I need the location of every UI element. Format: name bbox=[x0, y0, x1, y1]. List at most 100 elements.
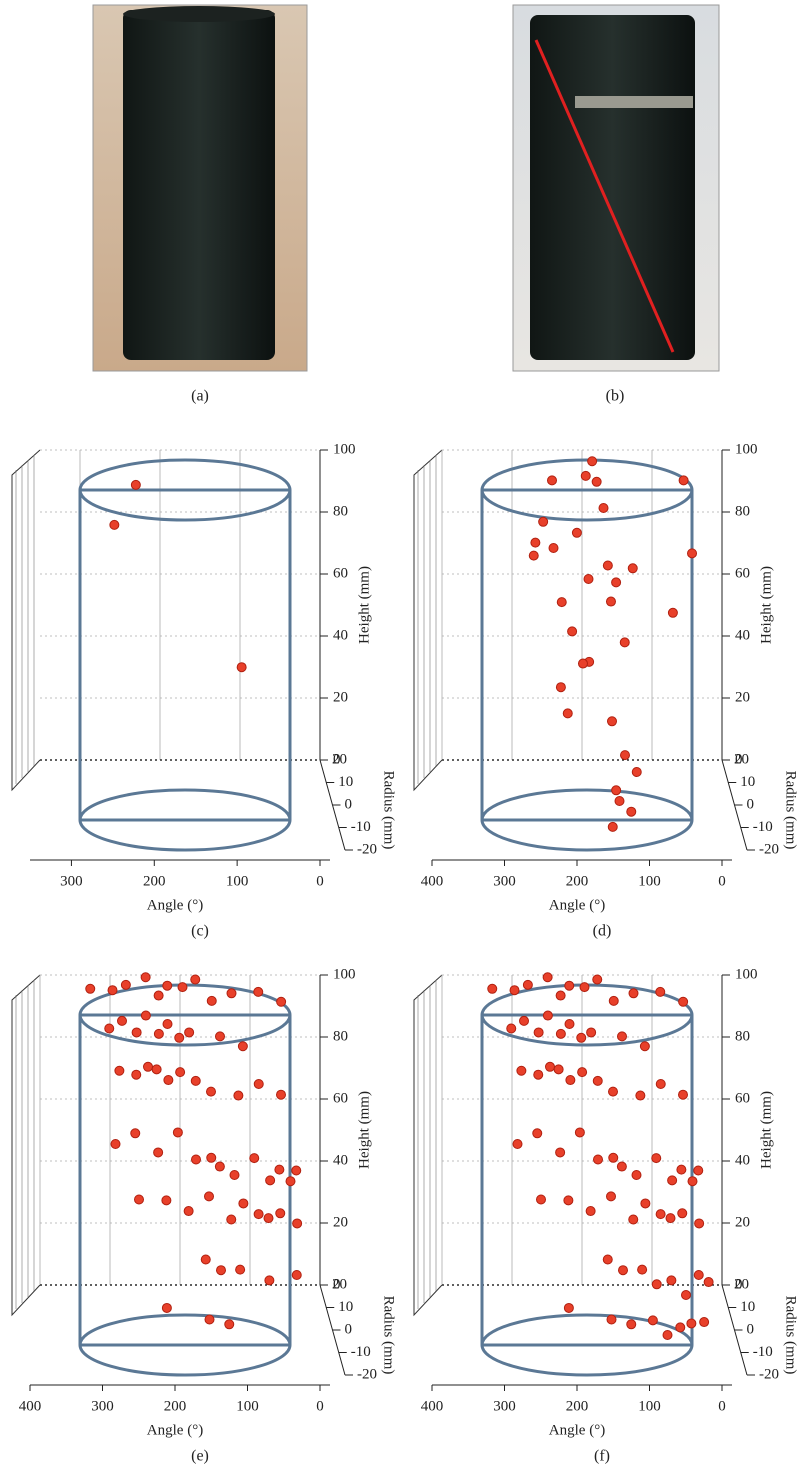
point bbox=[130, 479, 141, 490]
point bbox=[562, 708, 573, 719]
point bbox=[120, 979, 131, 990]
x-tick-label: 100 bbox=[638, 873, 661, 889]
point bbox=[206, 995, 217, 1006]
side-wall bbox=[413, 449, 443, 792]
point bbox=[574, 1127, 585, 1138]
y-tick-label: 0 bbox=[345, 796, 353, 812]
point bbox=[204, 1314, 215, 1325]
point bbox=[592, 974, 603, 985]
point bbox=[587, 456, 598, 467]
z-tick-label: 0 bbox=[333, 1276, 341, 1292]
point bbox=[620, 750, 630, 761]
y-tick-label: -10 bbox=[753, 1344, 773, 1360]
point bbox=[675, 1322, 686, 1333]
point bbox=[191, 1154, 201, 1165]
side-wall bbox=[11, 974, 41, 1317]
y-tick-label: 0 bbox=[747, 796, 755, 812]
point bbox=[611, 785, 622, 796]
y-tick-label: 10 bbox=[740, 774, 755, 790]
point bbox=[662, 1330, 673, 1340]
point bbox=[224, 1319, 235, 1330]
point bbox=[567, 626, 578, 637]
point bbox=[565, 1075, 576, 1086]
point bbox=[548, 543, 559, 553]
point bbox=[275, 1208, 286, 1219]
point bbox=[163, 1075, 174, 1086]
y-tick-label: -10 bbox=[351, 1344, 371, 1360]
caption: (c) bbox=[191, 923, 209, 940]
point bbox=[614, 796, 625, 806]
point bbox=[226, 1214, 237, 1225]
caption: (a) bbox=[191, 388, 209, 405]
point bbox=[85, 983, 96, 994]
x-tick-label: 400 bbox=[421, 873, 444, 889]
point bbox=[699, 1317, 710, 1328]
point bbox=[617, 1031, 627, 1042]
point bbox=[238, 1198, 249, 1209]
point bbox=[153, 1028, 164, 1039]
point bbox=[253, 986, 264, 997]
point bbox=[536, 1194, 546, 1205]
z-tick-label: 20 bbox=[735, 1214, 750, 1230]
point bbox=[214, 1161, 225, 1172]
point bbox=[291, 1165, 302, 1176]
point bbox=[104, 1023, 115, 1034]
point bbox=[687, 548, 698, 559]
point bbox=[571, 527, 582, 538]
point bbox=[608, 995, 619, 1006]
point bbox=[655, 1209, 666, 1220]
caption: (f) bbox=[594, 1448, 610, 1465]
point bbox=[519, 1015, 529, 1026]
point bbox=[522, 979, 533, 990]
point bbox=[162, 980, 173, 991]
point bbox=[216, 1265, 226, 1276]
point bbox=[153, 1147, 164, 1158]
point bbox=[538, 516, 549, 527]
y-tick-label: -10 bbox=[753, 819, 773, 835]
x-tick-label: 0 bbox=[316, 1398, 324, 1414]
y-tick-label: 10 bbox=[338, 1299, 353, 1315]
point bbox=[576, 1032, 587, 1043]
z-tick-label: 40 bbox=[333, 1152, 348, 1168]
z-axis-title: Height (mm) bbox=[356, 1091, 372, 1169]
x-tick-label: 300 bbox=[493, 1398, 516, 1414]
point bbox=[509, 985, 520, 996]
y-tick-label: -20 bbox=[357, 1366, 377, 1382]
point bbox=[253, 1079, 264, 1089]
point bbox=[174, 1032, 185, 1043]
point bbox=[253, 1209, 264, 1220]
point bbox=[564, 980, 575, 991]
point bbox=[487, 983, 498, 994]
point bbox=[607, 821, 618, 832]
point bbox=[591, 476, 602, 487]
point bbox=[681, 1290, 691, 1300]
z-tick-label: 0 bbox=[735, 1276, 743, 1292]
z-tick-label: 20 bbox=[333, 689, 348, 705]
point bbox=[555, 990, 566, 1001]
caption: (e) bbox=[191, 1448, 209, 1465]
point bbox=[184, 1027, 195, 1038]
point bbox=[676, 1164, 687, 1175]
caption: (d) bbox=[593, 923, 612, 940]
side-wall bbox=[11, 449, 41, 792]
z-tick-label: 0 bbox=[735, 751, 743, 767]
point bbox=[693, 1165, 704, 1176]
point bbox=[110, 1139, 121, 1149]
y-tick-label: 0 bbox=[747, 1321, 755, 1337]
z-tick-label: 40 bbox=[735, 627, 750, 643]
point bbox=[585, 1206, 596, 1217]
z-tick-label: 40 bbox=[333, 627, 348, 643]
z-tick-label: 20 bbox=[333, 1214, 348, 1230]
x-tick-label: 0 bbox=[316, 873, 324, 889]
point bbox=[667, 1175, 678, 1186]
point bbox=[626, 806, 637, 817]
point bbox=[200, 1254, 211, 1265]
point bbox=[264, 1275, 275, 1286]
x-tick-label: 400 bbox=[19, 1398, 42, 1414]
point bbox=[206, 1086, 216, 1097]
z-tick-label: 80 bbox=[735, 1028, 750, 1044]
point bbox=[236, 662, 247, 673]
point bbox=[276, 1089, 286, 1100]
y-tick-label: 20 bbox=[734, 751, 749, 767]
